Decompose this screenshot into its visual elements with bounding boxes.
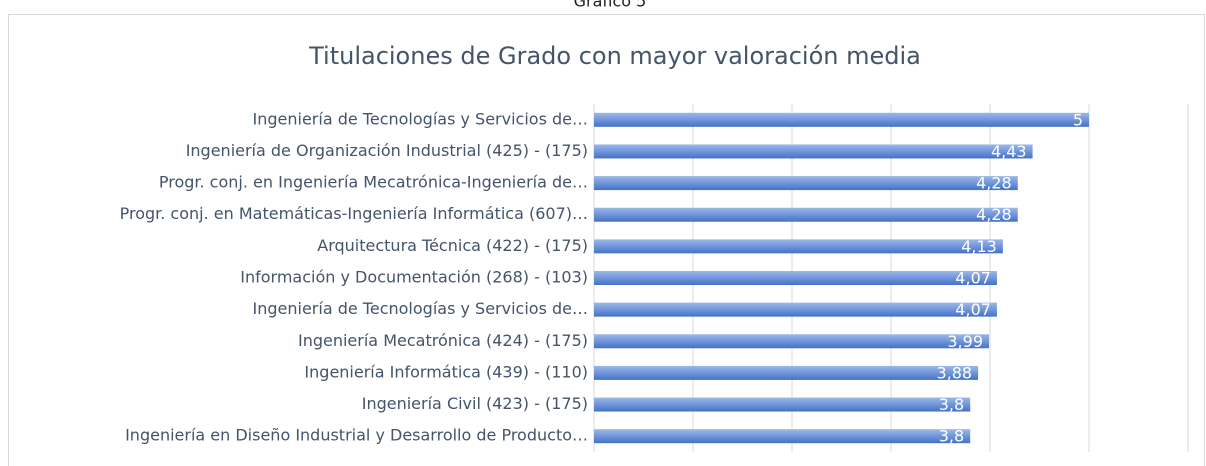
data-label: 4,28	[976, 205, 1012, 224]
bar	[594, 271, 997, 285]
data-label: 3,99	[947, 332, 983, 351]
caption: Gráfico 5	[574, 0, 647, 11]
bar	[594, 176, 1018, 191]
data-label: 4,13	[961, 237, 997, 256]
data-label: 4,43	[991, 142, 1027, 161]
y-tick-label: Ingeniería de Organización Industrial (4…	[186, 141, 588, 160]
bar	[594, 239, 1003, 254]
y-tick-label: Progr. conj. en Matemáticas-Ingeniería I…	[120, 204, 588, 223]
data-label: 5	[1073, 110, 1083, 129]
y-tick-label: Arquitectura Técnica (422) - (175)	[317, 236, 588, 255]
bar	[594, 302, 997, 317]
plot-area: Ingeniería de Tecnologías y Servicios de…	[120, 104, 1189, 452]
bar	[594, 334, 990, 349]
bar	[594, 397, 971, 412]
bar	[594, 207, 1018, 222]
data-label: 4,28	[976, 174, 1012, 193]
data-label: 3,88	[936, 363, 972, 382]
y-tick-label: Progr. conj. en Ingeniería Mecatrónica-I…	[159, 173, 588, 192]
data-label: 3,8	[939, 395, 964, 414]
bar	[594, 112, 1089, 127]
y-tick-label: Ingeniería en Diseño Industrial y Desarr…	[125, 426, 588, 445]
data-label: 3,8	[939, 427, 964, 446]
bar	[594, 429, 971, 444]
y-tick-label: Información y Documentación (268) - (103…	[240, 268, 588, 287]
y-tick-label: Ingeniería Civil (423) - (175)	[362, 394, 588, 413]
y-tick-label: Ingeniería de Tecnologías y Servicios de…	[253, 109, 588, 128]
y-tick-label: Ingeniería de Tecnologías y Servicios de…	[253, 299, 588, 318]
y-tick-label: Ingeniería Mecatrónica (424) - (175)	[298, 331, 588, 350]
bar	[594, 365, 979, 380]
data-label: 4,07	[955, 269, 991, 288]
y-tick-label: Ingeniería Informática (439) - (110)	[304, 362, 588, 381]
bar	[594, 144, 1033, 159]
data-label: 4,07	[955, 300, 991, 319]
chart-frame	[8, 14, 1205, 466]
chart-title: Titulaciones de Grado con mayor valoraci…	[308, 42, 921, 70]
